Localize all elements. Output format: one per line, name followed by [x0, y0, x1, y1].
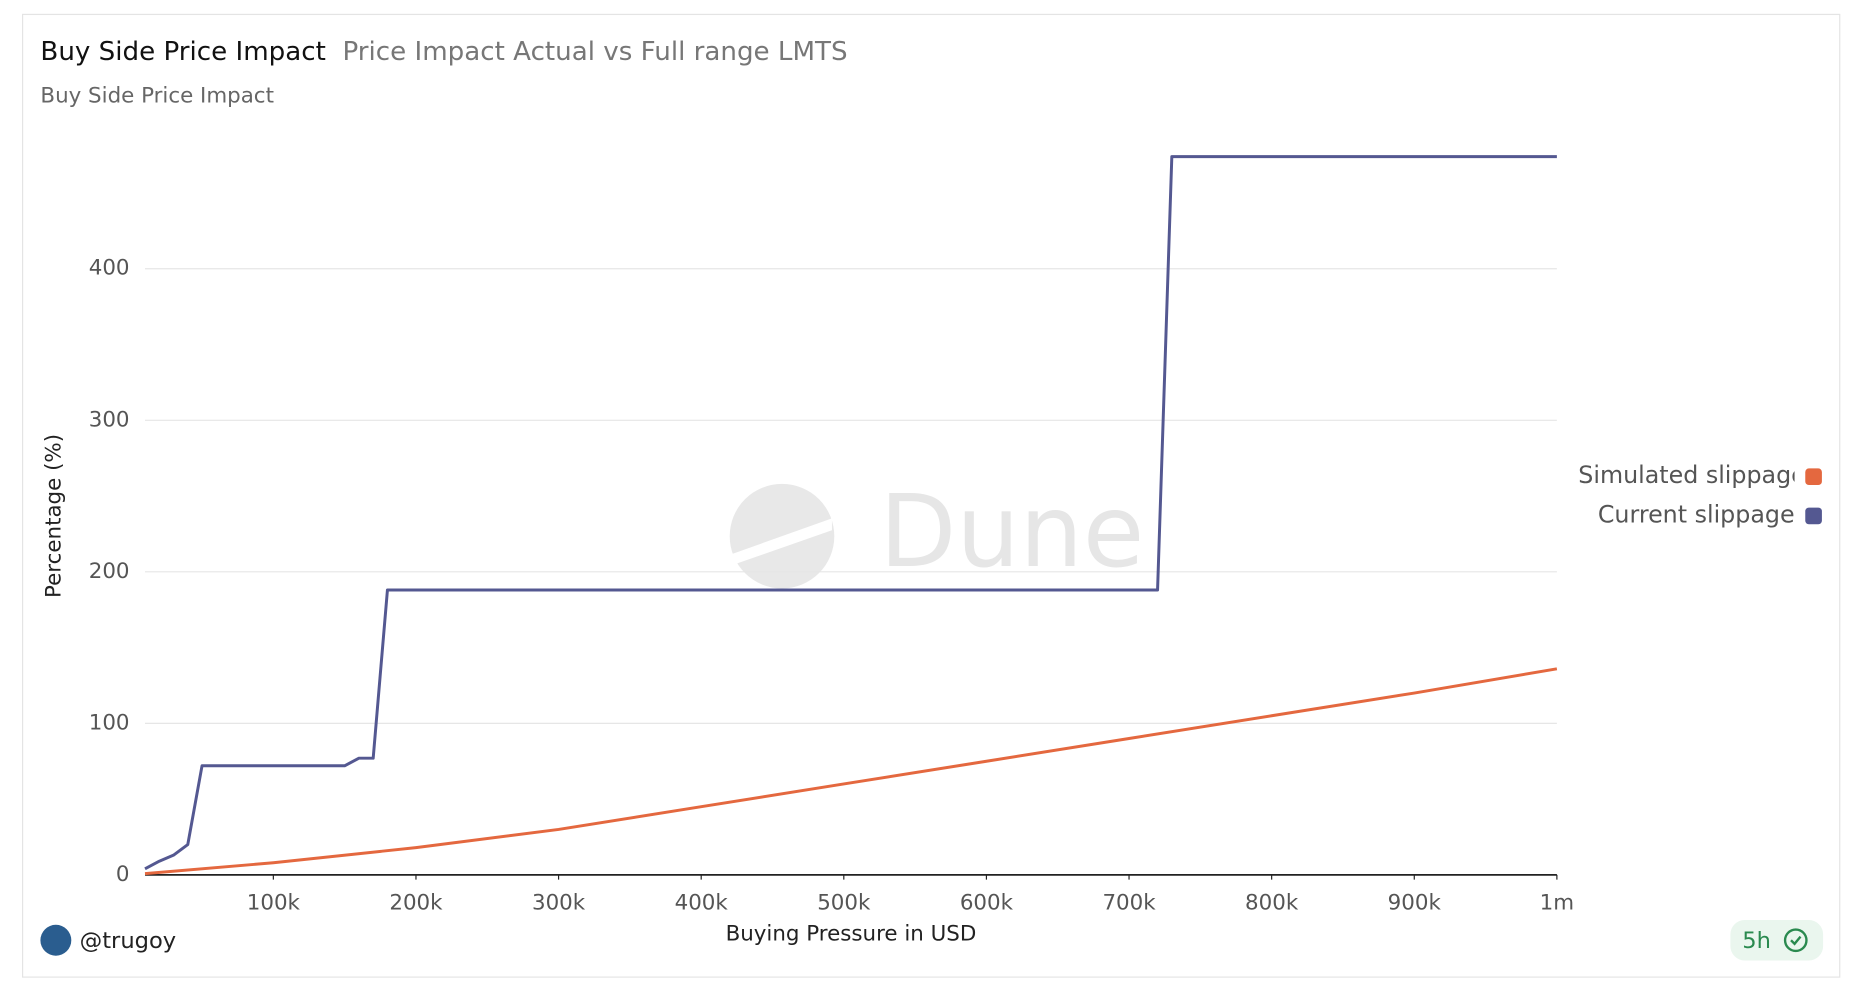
- age: 5h: [1742, 928, 1771, 954]
- series-line: [144, 667, 1558, 876]
- x-tick-label: 1m: [1540, 890, 1574, 915]
- author-avatar[interactable]: [40, 924, 72, 956]
- x-tick-label: 800k: [1245, 890, 1299, 915]
- y-tick-label: 400: [89, 256, 130, 281]
- y-tick-label: 100: [89, 710, 130, 735]
- chart-caption: Buy Side Price Impact: [40, 83, 274, 108]
- chart-title: Buy Side Price Impact: [40, 37, 325, 67]
- legend-swatch: [1805, 468, 1822, 486]
- x-tick-label: 100k: [247, 890, 301, 915]
- verified-check: [1790, 935, 1802, 946]
- series-line: [144, 155, 1557, 871]
- legend-label: Simulated slippage: [1578, 461, 1806, 489]
- chart-subtitle: Price Impact Actual vs Full range LMTS: [342, 37, 847, 67]
- legend-swatch: [1805, 507, 1822, 525]
- x-tick-label: 900k: [1388, 890, 1442, 915]
- x-tick-label: 500k: [817, 890, 871, 915]
- y-tick-label: 300: [89, 407, 130, 432]
- y-tick-label: 200: [89, 559, 130, 584]
- watermark-logo-stripe: [732, 518, 832, 564]
- verified-icon: [1783, 928, 1808, 953]
- watermark: Dune: [879, 473, 1144, 590]
- x-tick-label: 200k: [389, 890, 443, 915]
- y-axis-label: Percentage (%): [42, 434, 67, 598]
- x-tick-label: 400k: [675, 890, 729, 915]
- x-axis-label: Buying Pressure in USD: [726, 921, 977, 946]
- card: [21, 13, 1841, 978]
- author[interactable]: @trugoy: [80, 928, 177, 954]
- y-tick-label: 0: [116, 862, 130, 887]
- legend-label: Current slippage: [1598, 500, 1795, 528]
- x-tick-label: 600k: [960, 890, 1014, 915]
- x-tick-label: 300k: [532, 890, 586, 915]
- x-tick-label: 700k: [1102, 890, 1156, 915]
